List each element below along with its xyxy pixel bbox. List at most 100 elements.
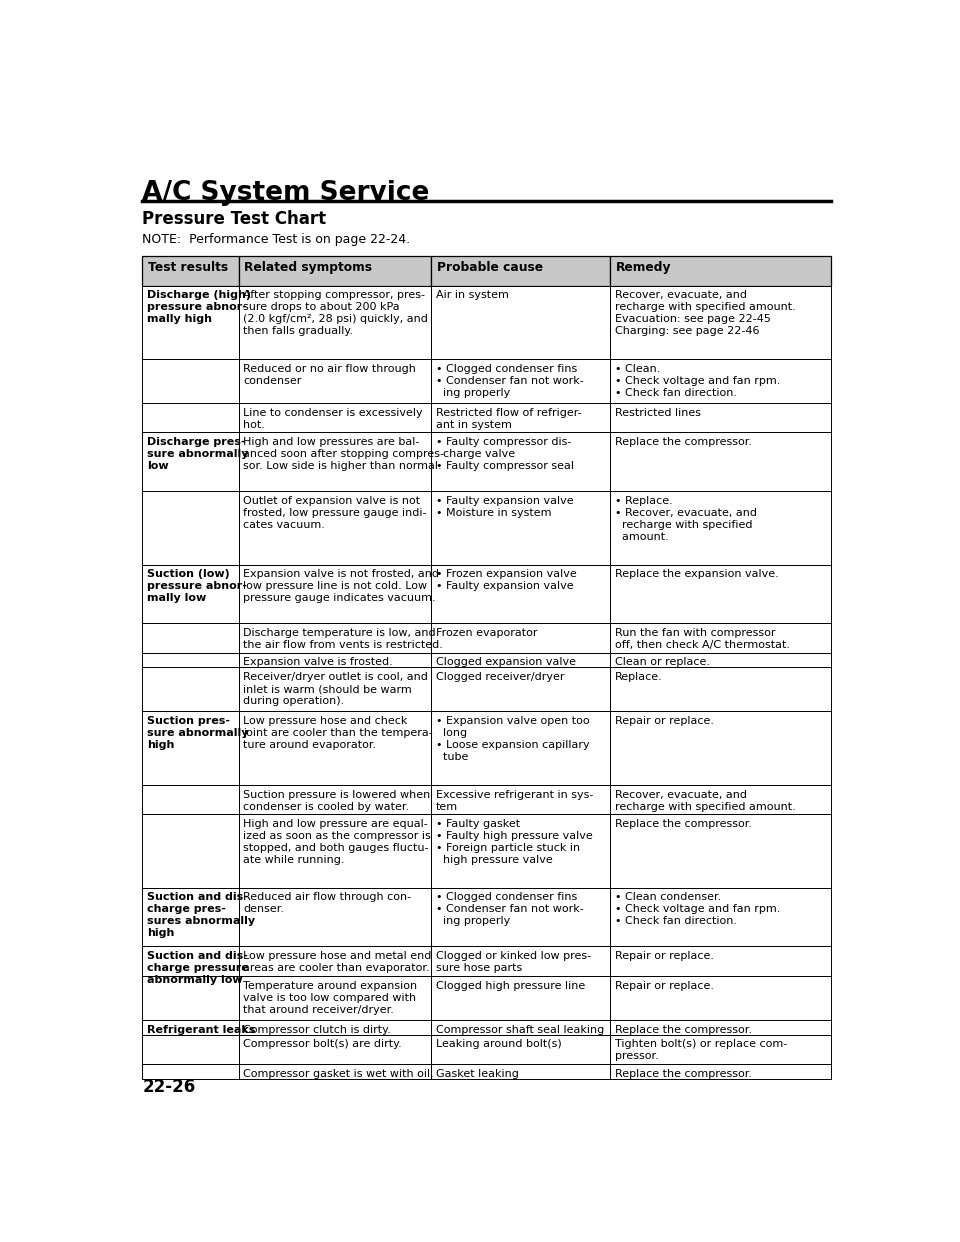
Text: Recover, evacuate, and
recharge with specified amount.: Recover, evacuate, and recharge with spe… — [614, 790, 796, 812]
Text: Gasket leaking: Gasket leaking — [436, 1068, 518, 1079]
Bar — [239, 565, 431, 623]
Text: Compressor gasket is wet with oil.: Compressor gasket is wet with oil. — [243, 1068, 434, 1079]
Text: Receiver/dryer outlet is cool, and
inlet is warm (should be warm
during operatio: Receiver/dryer outlet is cool, and inlet… — [243, 672, 428, 707]
Text: • Replace.
• Recover, evacuate, and
  recharge with specified
  amount.: • Replace. • Recover, evacuate, and rech… — [614, 496, 756, 542]
Text: • Clean.
• Check voltage and fan rpm.
• Check fan direction.: • Clean. • Check voltage and fan rpm. • … — [614, 364, 780, 397]
Bar — [142, 256, 239, 286]
Bar — [431, 491, 611, 565]
Text: Clogged receiver/dryer: Clogged receiver/dryer — [436, 672, 564, 682]
Text: A/C System Service: A/C System Service — [142, 180, 430, 206]
Bar — [142, 1064, 239, 1078]
Bar — [142, 1035, 239, 1064]
Text: High and low pressure are equal-
ized as soon as the compressor is
stopped, and : High and low pressure are equal- ized as… — [243, 818, 431, 864]
Bar — [431, 432, 611, 491]
Bar — [142, 712, 239, 785]
Bar — [431, 286, 611, 359]
Bar — [431, 667, 611, 712]
Text: Discharge pres-
sure abnormally
low: Discharge pres- sure abnormally low — [147, 437, 249, 471]
Bar — [611, 815, 830, 888]
Bar — [142, 623, 239, 653]
Text: Replace the compressor.: Replace the compressor. — [614, 1025, 752, 1035]
Text: Clean or replace.: Clean or replace. — [614, 657, 709, 667]
Bar — [431, 815, 611, 888]
Bar — [142, 815, 239, 888]
Text: Suction (low)
pressure abnor-
mally low: Suction (low) pressure abnor- mally low — [147, 569, 247, 604]
Text: • Frozen expansion valve
• Faulty expansion valve: • Frozen expansion valve • Faulty expans… — [436, 569, 577, 591]
Bar — [142, 1020, 239, 1035]
Text: After stopping compressor, pres-
sure drops to about 200 kPa
(2.0 kgf/cm², 28 ps: After stopping compressor, pres- sure dr… — [243, 291, 428, 337]
Bar — [239, 667, 431, 712]
Text: • Faulty compressor dis-
  charge valve
• Faulty compressor seal: • Faulty compressor dis- charge valve • … — [436, 437, 574, 471]
Text: • Clogged condenser fins
• Condenser fan not work-
  ing properly: • Clogged condenser fins • Condenser fan… — [436, 893, 584, 927]
Text: Expansion valve is not frosted, and
low pressure line is not cold. Low
pressure : Expansion valve is not frosted, and low … — [243, 569, 439, 604]
Bar — [142, 432, 239, 491]
Bar — [611, 286, 830, 359]
Bar — [239, 402, 431, 432]
Text: Temperature around expansion
valve is too low compared with
that around receiver: Temperature around expansion valve is to… — [243, 981, 418, 1015]
Text: Line to condenser is excessively
hot.: Line to condenser is excessively hot. — [243, 407, 422, 430]
Bar — [431, 402, 611, 432]
Text: Clogged high pressure line: Clogged high pressure line — [436, 981, 585, 991]
Text: Clogged expansion valve: Clogged expansion valve — [436, 657, 576, 667]
Text: Low pressure hose and check
joint are cooler than the tempera-
ture around evapo: Low pressure hose and check joint are co… — [243, 717, 433, 750]
Bar — [611, 565, 830, 623]
Text: Remedy: Remedy — [615, 261, 671, 274]
Text: Tighten bolt(s) or replace com-
pressor.: Tighten bolt(s) or replace com- pressor. — [614, 1040, 787, 1062]
Text: • Expansion valve open too
  long
• Loose expansion capillary
  tube: • Expansion valve open too long • Loose … — [436, 717, 589, 763]
Bar — [431, 1064, 611, 1078]
Bar — [142, 402, 239, 432]
Bar — [611, 1020, 830, 1035]
Bar — [611, 785, 830, 815]
Bar — [142, 976, 239, 1020]
Text: Compressor shaft seal leaking: Compressor shaft seal leaking — [436, 1025, 604, 1035]
Bar — [142, 359, 239, 402]
Bar — [239, 815, 431, 888]
Text: NOTE:  Performance Test is on page 22-24.: NOTE: Performance Test is on page 22-24. — [142, 233, 411, 246]
Text: Suction and dis-
charge pres-
sures abnormally
high: Suction and dis- charge pres- sures abno… — [147, 893, 255, 939]
Text: 22-26: 22-26 — [142, 1078, 196, 1095]
Bar — [611, 432, 830, 491]
Text: Clogged or kinked low pres-
sure hose parts: Clogged or kinked low pres- sure hose pa… — [436, 951, 591, 974]
Bar — [611, 888, 830, 946]
Text: Repair or replace.: Repair or replace. — [614, 951, 713, 961]
Bar — [431, 946, 611, 976]
Bar — [142, 565, 239, 623]
Text: Recover, evacuate, and
recharge with specified amount.
Evacuation: see page 22-4: Recover, evacuate, and recharge with spe… — [614, 291, 796, 337]
Bar — [239, 712, 431, 785]
Bar — [431, 888, 611, 946]
Bar — [431, 1020, 611, 1035]
Bar — [611, 402, 830, 432]
Bar — [239, 888, 431, 946]
Text: Frozen evaporator: Frozen evaporator — [436, 628, 538, 638]
Text: Pressure Test Chart: Pressure Test Chart — [142, 210, 326, 229]
Bar — [142, 785, 239, 815]
Text: Restricted lines: Restricted lines — [614, 407, 701, 417]
Bar — [611, 623, 830, 653]
Text: Outlet of expansion valve is not
frosted, low pressure gauge indi-
cates vacuum.: Outlet of expansion valve is not frosted… — [243, 496, 426, 530]
Text: Test results: Test results — [148, 261, 228, 274]
Text: Air in system: Air in system — [436, 291, 509, 301]
Bar — [239, 286, 431, 359]
Bar — [142, 653, 239, 667]
Bar — [431, 623, 611, 653]
Text: Suction pres-
sure abnormally
high: Suction pres- sure abnormally high — [147, 717, 249, 750]
Bar — [431, 712, 611, 785]
Text: Low pressure hose and metal end
areas are cooler than evaporator.: Low pressure hose and metal end areas ar… — [243, 951, 431, 974]
Bar — [611, 256, 830, 286]
Bar — [142, 946, 239, 976]
Bar — [142, 667, 239, 712]
Text: Compressor bolt(s) are dirty.: Compressor bolt(s) are dirty. — [243, 1040, 402, 1049]
Bar — [142, 286, 239, 359]
Bar — [611, 712, 830, 785]
Bar — [142, 888, 239, 946]
Text: Compressor clutch is dirty.: Compressor clutch is dirty. — [243, 1025, 391, 1035]
Bar — [611, 653, 830, 667]
Text: Probable cause: Probable cause — [437, 261, 542, 274]
Text: Replace the compressor.: Replace the compressor. — [614, 1068, 752, 1079]
Text: Reduced or no air flow through
condenser: Reduced or no air flow through condenser — [243, 364, 416, 386]
Bar — [431, 256, 611, 286]
Text: • Faulty gasket
• Faulty high pressure valve
• Foreign particle stuck in
  high : • Faulty gasket • Faulty high pressure v… — [436, 818, 592, 864]
Text: Leaking around bolt(s): Leaking around bolt(s) — [436, 1040, 562, 1049]
Bar — [431, 1035, 611, 1064]
Bar — [239, 976, 431, 1020]
